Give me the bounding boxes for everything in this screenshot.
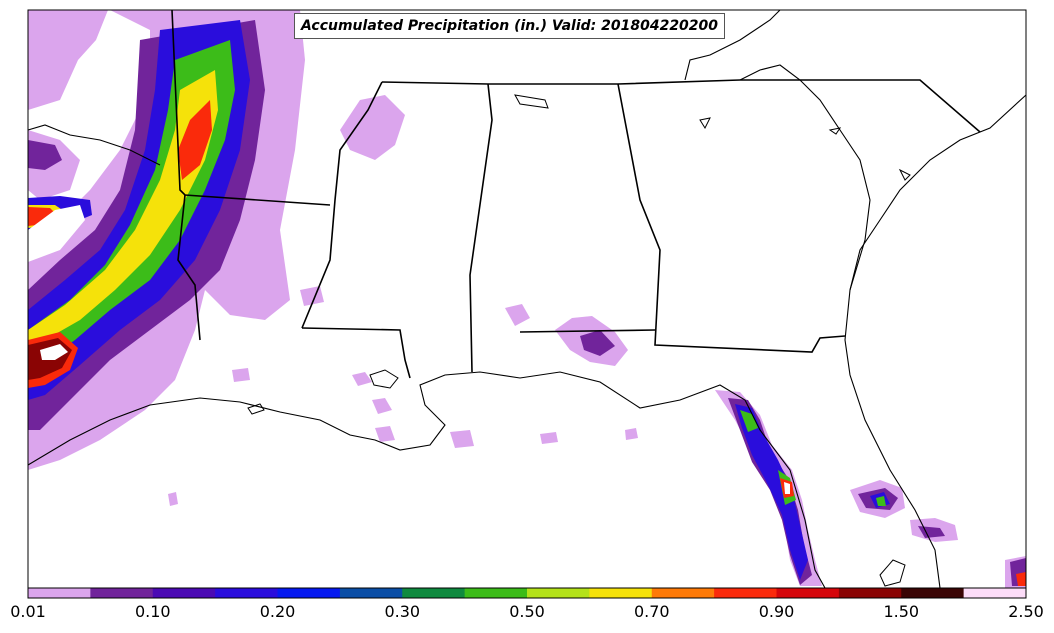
colorbar-tick-label: 0.70 bbox=[633, 602, 670, 621]
colorbar-swatch bbox=[277, 588, 341, 598]
colorbar-border bbox=[27, 587, 1027, 599]
colorbar-tick-label: 1.50 bbox=[883, 602, 920, 621]
colorbar-swatch bbox=[963, 588, 1027, 598]
colorbar-swatch bbox=[901, 588, 965, 598]
colorbar-swatch bbox=[339, 588, 403, 598]
colorbar-swatch bbox=[464, 588, 528, 598]
colorbar-swatch bbox=[215, 588, 278, 598]
colorbar-swatch bbox=[589, 588, 653, 598]
colorbar-tick-label: 0.01 bbox=[10, 602, 46, 621]
colorbar-tick-label: 0.10 bbox=[134, 602, 171, 621]
colorbar-swatch bbox=[28, 588, 91, 598]
colorbar-swatch bbox=[152, 588, 216, 598]
precipitation-field bbox=[28, 10, 1026, 588]
colorbar-swatch bbox=[838, 588, 902, 598]
colorbar-tick-label: 0.20 bbox=[259, 602, 296, 621]
colorbar-swatch bbox=[714, 588, 777, 598]
colorbar-tick-label: 0.90 bbox=[758, 602, 795, 621]
map-title: Accumulated Precipitation (in.) Valid: 2… bbox=[294, 13, 726, 39]
state-borders bbox=[171, 9, 981, 379]
colorbar-tick-label: 2.50 bbox=[1008, 602, 1044, 621]
colorbar-swatch bbox=[651, 588, 715, 598]
coastlines bbox=[27, 9, 1027, 589]
colorbar-swatch bbox=[527, 588, 590, 598]
colorbar-tick-label: 0.30 bbox=[384, 602, 421, 621]
colorbar-swatch bbox=[402, 588, 466, 598]
colorbar-swatch bbox=[90, 588, 154, 598]
islands bbox=[247, 94, 911, 587]
colorbar bbox=[28, 588, 1027, 598]
colorbar-tick-label: 0.50 bbox=[509, 602, 545, 621]
colorbar-swatch bbox=[776, 588, 840, 598]
